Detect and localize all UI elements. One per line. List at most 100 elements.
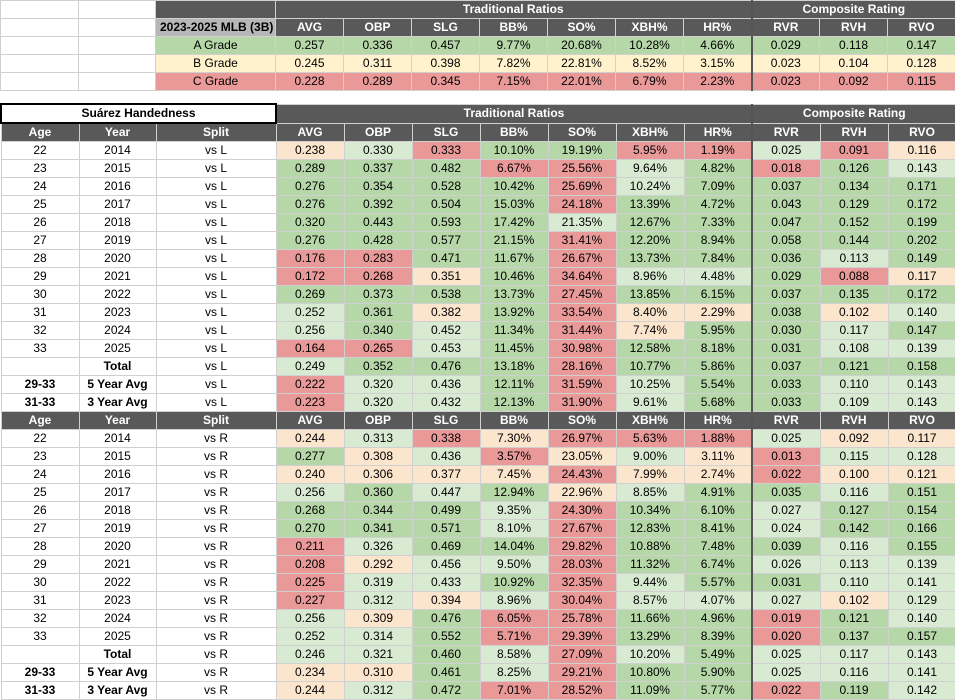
stat-cell[interactable]: 0.121 (820, 610, 888, 628)
stat-cell[interactable]: 12.20% (616, 232, 684, 250)
splits-traditional-header[interactable]: Traditional Ratios (276, 104, 752, 123)
stat-cell[interactable]: 0.035 (752, 484, 820, 502)
blank-cell[interactable] (1, 19, 79, 37)
summary-title-cell[interactable] (156, 1, 276, 19)
stat-cell[interactable]: 7.09% (684, 178, 752, 196)
stat-cell[interactable]: 5.71% (480, 628, 548, 646)
stat-cell[interactable]: 10.20% (616, 646, 684, 664)
stat-cell[interactable]: 0.142 (820, 520, 888, 538)
stat-cell[interactable]: 0.351 (412, 268, 480, 286)
row-age-cell[interactable]: 27 (1, 232, 79, 250)
stat-cell[interactable]: 0.238 (276, 142, 344, 160)
stat-cell[interactable]: 0.143 (888, 394, 955, 412)
row-year-cell[interactable]: 2024 (79, 610, 156, 628)
grade-value-cell[interactable]: 6.79% (616, 73, 684, 91)
column-header[interactable]: SLG (412, 123, 480, 142)
stat-cell[interactable]: 19.19% (548, 142, 616, 160)
stat-cell[interactable]: 10.80% (616, 664, 684, 682)
grade-value-cell[interactable]: 0.245 (276, 55, 344, 73)
row-split-cell[interactable]: vs L (156, 232, 276, 250)
stat-cell[interactable]: 0.102 (820, 304, 888, 322)
stat-cell[interactable]: 0.337 (344, 160, 412, 178)
stat-cell[interactable]: 0.276 (276, 196, 344, 214)
stat-cell[interactable]: 6.15% (684, 286, 752, 304)
row-year-cell[interactable]: 2015 (79, 448, 156, 466)
stat-cell[interactable]: 0.341 (344, 520, 412, 538)
stat-cell[interactable]: 0.265 (344, 340, 412, 358)
stat-cell[interactable]: 23.05% (548, 448, 616, 466)
column-header[interactable]: Split (156, 123, 276, 142)
stat-cell[interactable]: 0.121 (820, 358, 888, 376)
stat-cell[interactable]: 0.158 (888, 358, 955, 376)
stat-cell[interactable]: 0.314 (344, 628, 412, 646)
stat-cell[interactable]: 8.25% (480, 664, 548, 682)
grade-value-cell[interactable]: 0.128 (888, 55, 955, 73)
stat-cell[interactable]: 5.86% (684, 358, 752, 376)
stat-cell[interactable]: 8.57% (616, 592, 684, 610)
column-header[interactable]: OBP (344, 123, 412, 142)
row-split-cell[interactable]: vs L (156, 358, 276, 376)
column-header[interactable]: SLG (412, 412, 480, 430)
stat-cell[interactable]: 21.35% (548, 214, 616, 232)
stat-cell[interactable]: 8.10% (480, 520, 548, 538)
stat-cell[interactable]: 0.222 (276, 376, 344, 394)
blank-cell[interactable] (79, 55, 156, 73)
stat-cell[interactable]: 5.95% (684, 322, 752, 340)
stat-cell[interactable]: 0.252 (276, 628, 344, 646)
stat-cell[interactable]: 0.058 (752, 232, 820, 250)
stat-cell[interactable]: 1.88% (684, 430, 752, 448)
stat-cell[interactable]: 0.377 (412, 466, 480, 484)
stat-cell[interactable]: 0.472 (412, 682, 480, 700)
stat-cell[interactable]: 0.256 (276, 322, 344, 340)
row-year-cell[interactable]: 2018 (79, 502, 156, 520)
stat-cell[interactable]: 10.34% (616, 502, 684, 520)
summary-col-header[interactable]: AVG (276, 19, 344, 37)
stat-cell[interactable]: 26.97% (548, 430, 616, 448)
grade-value-cell[interactable]: 22.81% (548, 55, 616, 73)
stat-cell[interactable]: 0.333 (412, 142, 480, 160)
row-age-cell[interactable]: 23 (1, 448, 79, 466)
row-split-cell[interactable]: vs R (156, 592, 276, 610)
stat-cell[interactable]: 0.246 (276, 646, 344, 664)
stat-cell[interactable]: 0.031 (752, 574, 820, 592)
stat-cell[interactable]: 0.147 (888, 322, 955, 340)
stat-cell[interactable]: 0.382 (412, 304, 480, 322)
stat-cell[interactable]: 0.121 (888, 466, 955, 484)
stat-cell[interactable]: 26.67% (548, 250, 616, 268)
stat-cell[interactable]: 10.92% (480, 574, 548, 592)
grade-value-cell[interactable]: 0.311 (344, 55, 412, 73)
stat-cell[interactable]: 0.029 (752, 268, 820, 286)
stat-cell[interactable]: 0.126 (820, 160, 888, 178)
stat-cell[interactable]: 0.361 (344, 304, 412, 322)
row-split-cell[interactable]: vs L (156, 304, 276, 322)
stat-cell[interactable]: 0.025 (752, 430, 820, 448)
row-year-cell[interactable]: 2020 (79, 538, 156, 556)
stat-cell[interactable]: 27.45% (548, 286, 616, 304)
stat-cell[interactable]: 13.18% (480, 358, 548, 376)
stat-cell[interactable]: 4.07% (684, 592, 752, 610)
blank-cell[interactable] (1, 37, 79, 55)
row-age-cell[interactable]: 28 (1, 250, 79, 268)
grade-value-cell[interactable]: 20.68% (548, 37, 616, 55)
stat-cell[interactable]: 25.69% (548, 178, 616, 196)
column-header[interactable]: Year (79, 123, 156, 142)
stat-cell[interactable]: 0.310 (344, 664, 412, 682)
row-age-cell[interactable]: 26 (1, 502, 79, 520)
stat-cell[interactable]: 0.240 (276, 466, 344, 484)
stat-cell[interactable]: 5.63% (616, 430, 684, 448)
stat-cell[interactable]: 10.24% (616, 178, 684, 196)
stat-cell[interactable]: 5.90% (684, 664, 752, 682)
stat-cell[interactable]: 0.047 (752, 214, 820, 232)
summary-col-header[interactable]: HR% (684, 19, 752, 37)
stat-cell[interactable]: 0.139 (888, 556, 955, 574)
blank-cell[interactable] (79, 1, 156, 19)
stat-cell[interactable]: 0.039 (752, 538, 820, 556)
stat-cell[interactable]: 0.091 (820, 142, 888, 160)
row-split-cell[interactable]: vs R (156, 610, 276, 628)
stat-cell[interactable]: 0.373 (344, 286, 412, 304)
stat-cell[interactable]: 32.35% (548, 574, 616, 592)
grade-value-cell[interactable]: 0.023 (752, 55, 820, 73)
stat-cell[interactable]: 12.67% (616, 214, 684, 232)
grade-label[interactable]: B Grade (156, 55, 276, 73)
grade-value-cell[interactable]: 0.398 (412, 55, 480, 73)
